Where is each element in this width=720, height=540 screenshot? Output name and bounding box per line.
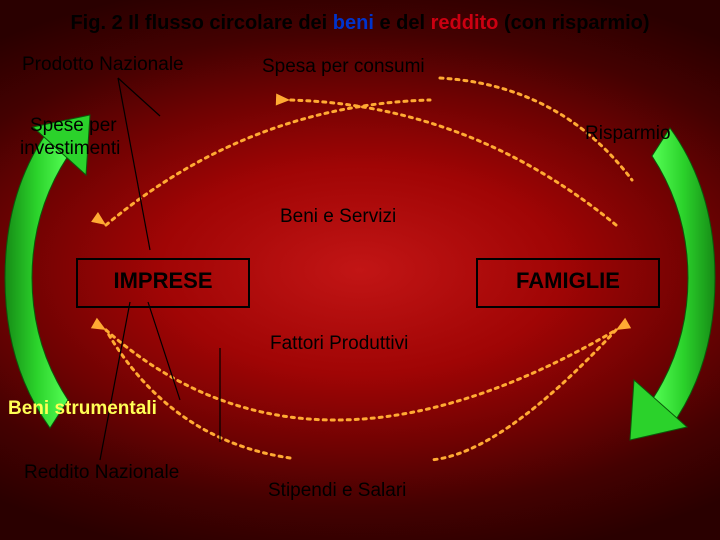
label-beni-strumentali: Beni strumentali bbox=[8, 398, 157, 420]
label-stipendi-salari: Stipendi e Salari bbox=[268, 480, 406, 502]
label-fattori-produttivi: Fattori Produttivi bbox=[270, 333, 408, 355]
label-spese-investimenti-l2: investimenti bbox=[20, 138, 120, 160]
title-part-3: reddito bbox=[431, 12, 499, 34]
box-imprese: IMPRESE bbox=[76, 258, 250, 308]
label-reddito-nazionale: Reddito Nazionale bbox=[24, 462, 179, 484]
label-prodotto-nazionale: Prodotto Nazionale bbox=[22, 54, 184, 76]
label-spesa-consumi: Spesa per consumi bbox=[262, 56, 425, 78]
box-famiglie: FAMIGLIE bbox=[476, 258, 660, 308]
label-spese-investimenti-l1: Spese per bbox=[30, 115, 117, 137]
label-beni-servizi: Beni e Servizi bbox=[280, 206, 396, 228]
title-part-2: e del bbox=[379, 12, 430, 34]
figure-title: Fig. 2 Il flusso circolare dei beni e de… bbox=[0, 12, 720, 35]
diagram-stage: Fig. 2 Il flusso circolare dei beni e de… bbox=[0, 0, 720, 540]
title-part-1: beni bbox=[333, 12, 374, 34]
label-risparmio: Risparmio bbox=[585, 123, 671, 145]
title-part-0: Fig. 2 Il flusso circolare dei bbox=[70, 12, 332, 34]
title-part-4: (con risparmio) bbox=[504, 12, 650, 34]
